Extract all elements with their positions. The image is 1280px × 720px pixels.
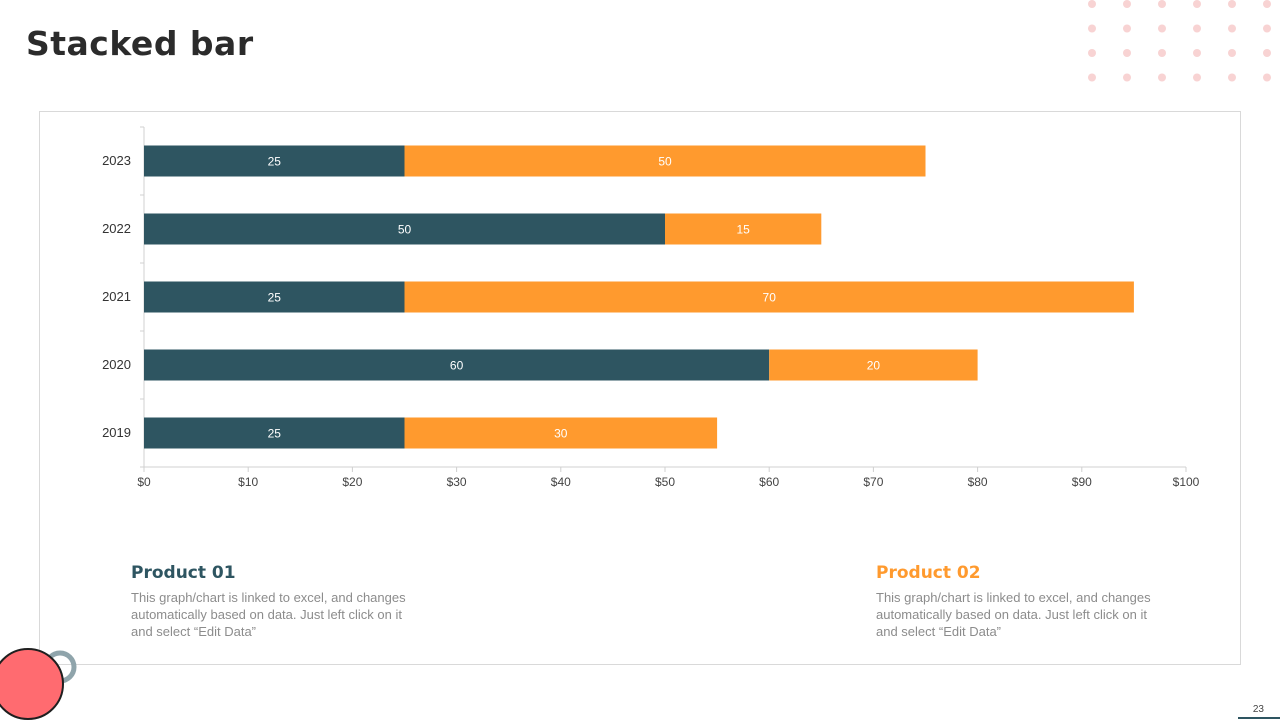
x-tick-label: $60 — [759, 475, 779, 489]
product-02-heading: Product 02 — [876, 563, 981, 583]
decorative-dot — [1193, 0, 1201, 8]
x-tick-label: $30 — [447, 475, 467, 489]
bar-data-label: 30 — [554, 427, 568, 441]
bar-segment-2 — [404, 145, 926, 177]
x-tick-label: $80 — [968, 475, 988, 489]
decorative-dot — [1228, 73, 1236, 82]
x-tick-label: $90 — [1072, 475, 1092, 489]
decorative-dot — [1123, 49, 1131, 57]
category-label: 2023 — [102, 153, 131, 168]
page-number: 23 — [1252, 704, 1264, 715]
decorative-dot — [1123, 73, 1131, 82]
decorative-dot — [1088, 0, 1096, 8]
decorative-dot-grid — [1088, 0, 1271, 82]
decorative-dot — [1263, 24, 1271, 33]
decorative-dot — [1158, 49, 1166, 57]
bar-data-label: 50 — [398, 223, 412, 237]
decorative-dot — [1123, 0, 1131, 8]
stacked-bar-chart[interactable]: $0 $10 $20 $30 $40 $50 $60 $70 $80 $90 $100 2023 25 5… — [40, 112, 1240, 664]
x-tick-label: $100 — [1173, 475, 1200, 489]
product-01-heading: Product 01 — [131, 563, 236, 583]
decorative-circles — [0, 648, 77, 720]
bar-segment-1 — [144, 281, 405, 313]
decorative-dot — [1228, 0, 1236, 8]
bar-segment-2 — [404, 417, 718, 449]
product-02-block: Product 02 This graph/chart is linked to… — [876, 563, 1156, 640]
decorative-dot — [1228, 24, 1236, 33]
bar-data-label: 15 — [736, 223, 750, 237]
decorative-dot — [1263, 0, 1271, 8]
bar-segment-2 — [665, 213, 822, 245]
category-label: 2019 — [102, 425, 131, 440]
x-tick-label: $0 — [137, 475, 151, 489]
x-tick-label: $10 — [238, 475, 258, 489]
category-label: 2020 — [102, 357, 131, 372]
decorative-dot — [1193, 73, 1201, 82]
category-label: 2021 — [102, 289, 131, 304]
decorative-dot — [1263, 73, 1271, 82]
bar-data-label: 25 — [268, 427, 282, 441]
x-tick-label: $40 — [551, 475, 571, 489]
category-label: 2022 — [102, 221, 131, 236]
decorative-dot — [1123, 24, 1131, 33]
bar-data-label: 70 — [763, 291, 777, 305]
decorative-dot — [1263, 49, 1271, 57]
decorative-dot — [1088, 49, 1096, 57]
chart-panel: $0 $10 $20 $30 $40 $50 $60 $70 $80 $90 $100 2023 25 5… — [39, 111, 1241, 665]
decorative-dot — [1193, 49, 1201, 57]
page-number-underline — [1238, 717, 1280, 719]
bar-segment-1 — [144, 349, 770, 381]
decorative-dot — [1158, 24, 1166, 33]
bar-segment-2 — [769, 349, 978, 381]
decorative-pink-circle — [0, 648, 64, 720]
bar-segment-1 — [144, 417, 405, 449]
x-tick-label: $20 — [342, 475, 362, 489]
product-01-block: Product 01 This graph/chart is linked to… — [131, 563, 411, 640]
page-title: Stacked bar — [26, 24, 254, 63]
x-tick-label: $70 — [863, 475, 883, 489]
bar-segment-1 — [144, 213, 665, 245]
decorative-dot — [1088, 24, 1096, 33]
bar-data-label: 25 — [268, 291, 282, 305]
bar-data-label: 25 — [268, 155, 282, 169]
bar-data-label: 20 — [867, 359, 881, 373]
x-tick-label: $50 — [655, 475, 675, 489]
decorative-dot — [1193, 24, 1201, 33]
product-01-description: This graph/chart is linked to excel, and… — [131, 590, 406, 639]
decorative-dot — [1158, 73, 1166, 82]
decorative-dot — [1228, 49, 1236, 57]
decorative-dot — [1158, 0, 1166, 8]
bar-data-label: 60 — [450, 359, 464, 373]
bar-segment-1 — [144, 145, 405, 177]
bar-segment-2 — [404, 281, 1134, 313]
product-02-description: This graph/chart is linked to excel, and… — [876, 590, 1151, 639]
decorative-dot — [1088, 73, 1096, 82]
bar-data-label: 50 — [658, 155, 672, 169]
